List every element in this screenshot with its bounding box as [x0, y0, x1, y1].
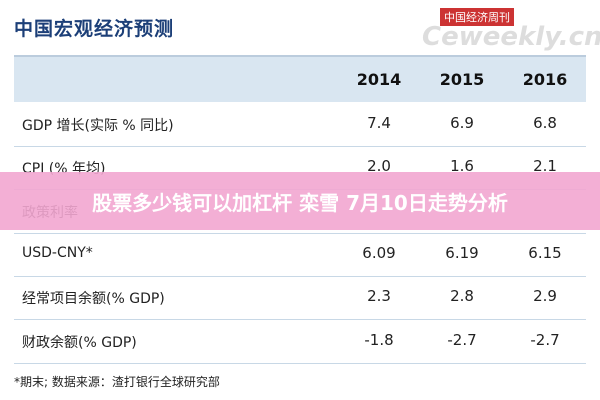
footnote: *期末; 数据来源：渣打银行全球研究部 [14, 375, 220, 389]
watermark: 中国经济周刊 [440, 8, 514, 26]
cell-value: -2.7 [530, 330, 560, 349]
column-header: 2016 [522, 70, 568, 89]
table-row: GDP 增长(实际 % 同比) 7.4 6.9 6.8 [14, 102, 586, 147]
row-label: 财政余额(% GDP) [22, 334, 137, 351]
row-label: USD-CNY* [22, 244, 93, 261]
cell-value: 6.9 [450, 114, 474, 132]
table-header: 2014 2015 2016 [14, 57, 586, 102]
row-label: 经常项目余额(% GDP) [22, 291, 165, 308]
title: 中国宏观经济预测 [14, 18, 175, 40]
table-row: 财政余额(% GDP) -1.8 -2.7 -2.7 [14, 319, 586, 364]
column-header: 2014 [356, 70, 402, 89]
cell-value: -1.8 [364, 330, 394, 349]
watermark-site: Ceweekly.cn [422, 22, 600, 52]
row-label: GDP 增长(实际 % 同比) [22, 118, 174, 134]
cell-value: 2.3 [367, 287, 391, 306]
table-row: USD-CNY* 6.09 6.19 6.15 [14, 232, 586, 277]
cell-value: 7.4 [367, 114, 391, 132]
banner: 股票多少钱可以加杠杆 栾雪 7月10日走势分析 [0, 172, 600, 230]
cell-value: -2.7 [447, 330, 477, 349]
cell-value: 2.0 [367, 157, 391, 176]
column-header: 2015 [439, 70, 485, 89]
cell-value: 6.09 [362, 243, 396, 262]
cell-value: 6.15 [528, 243, 562, 262]
table: 2014 2015 2016 GDP 增长(实际 % 同比) 7.4 6.9 6.8 CPI… [14, 55, 586, 364]
cell-value: 2.1 [533, 157, 557, 176]
table-row: 经常项目余额(% GDP) 2.3 2.8 2.9 [14, 275, 586, 321]
cell-value: 2.9 [533, 287, 557, 306]
cell-value: 1.6 [450, 157, 474, 176]
banner-text: 股票多少钱可以加杠杆 栾雪 7月10日走势分析 [92, 191, 508, 215]
cell-value: 6.8 [533, 114, 557, 132]
cell-value: 2.8 [450, 287, 474, 306]
cell-value: 6.19 [445, 243, 479, 262]
